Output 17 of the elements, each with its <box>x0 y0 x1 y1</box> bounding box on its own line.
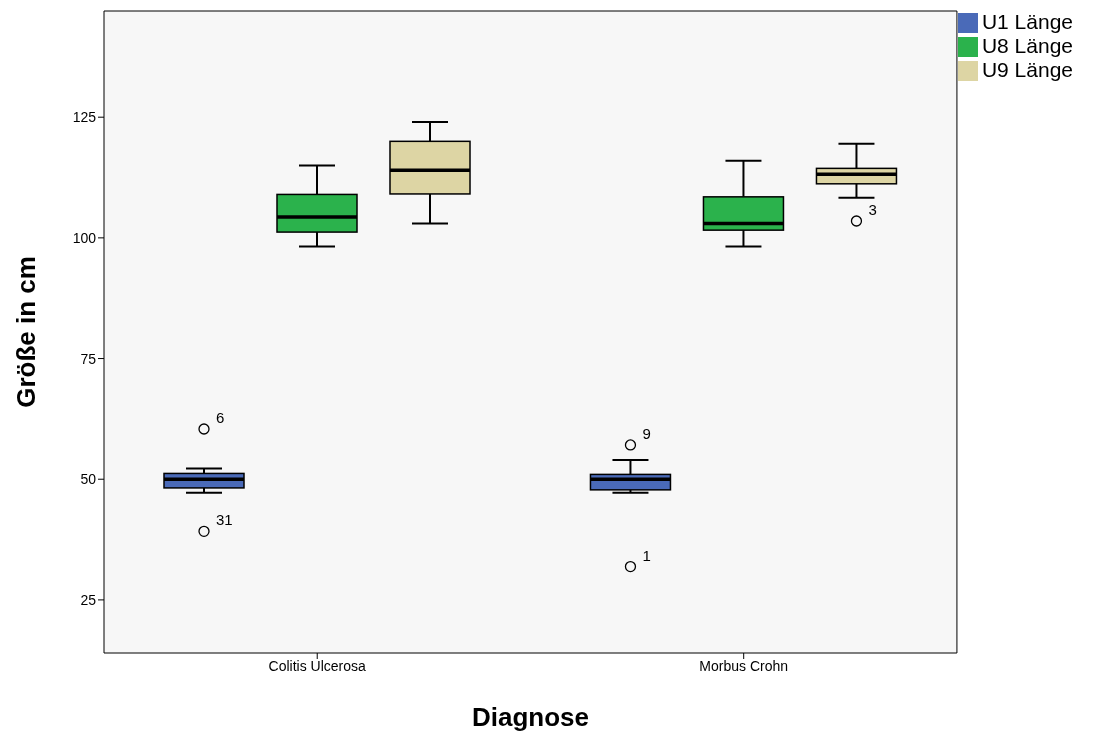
y-tick-label: 75 <box>80 350 97 367</box>
y-tick-label: 125 <box>72 109 97 126</box>
x-axis-title: Diagnose <box>471 702 589 732</box>
x-tick-label: Colitis Ulcerosa <box>268 657 367 674</box>
annotation: 1 <box>642 546 651 564</box>
annotation: 31 <box>216 511 233 529</box>
annotation: 3 <box>868 200 877 218</box>
legend-label: U1 Länge <box>981 10 1073 33</box>
legend-label: U9 Länge <box>981 58 1073 81</box>
annotation: 6 <box>216 409 225 427</box>
y-tick-label: 50 <box>80 471 97 488</box>
y-tick-label: 25 <box>80 591 97 608</box>
legend-label: U8 Länge <box>981 34 1073 57</box>
y-axis-title: Größe in cm <box>11 256 42 408</box>
y-tick-label: 100 <box>72 229 97 246</box>
annotation: 9 <box>642 424 651 442</box>
x-tick-label: Morbus Crohn <box>699 657 789 674</box>
